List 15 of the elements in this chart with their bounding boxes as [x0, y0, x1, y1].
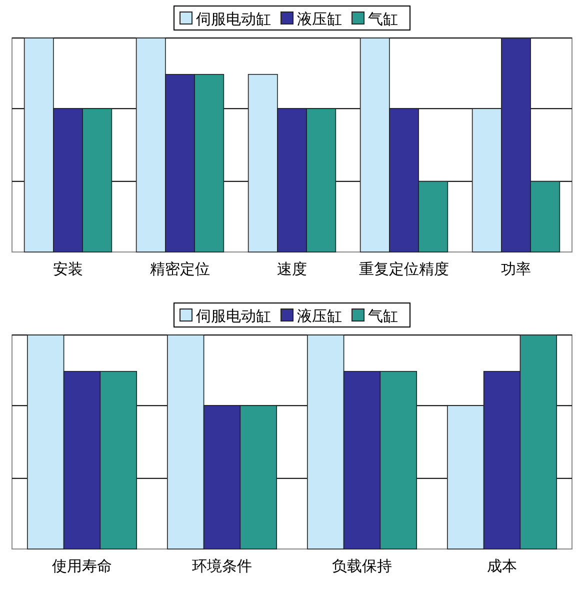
legend-label: 液压缸 [297, 307, 342, 325]
x-tick-label: 功率 [501, 260, 531, 278]
x-tick-label: 速度 [277, 260, 307, 278]
x-tick-label: 重复定位精度 [359, 260, 449, 278]
x-tick-label: 使用寿命 [52, 557, 112, 575]
x-tick-label: 负载保持 [332, 557, 392, 575]
legend-label: 气缸 [368, 307, 398, 325]
x-tick-label: 精密定位 [150, 260, 210, 278]
legend-label: 气缸 [368, 10, 398, 28]
x-tick-label: 成本 [487, 557, 517, 575]
legend-label: 伺服电动缸 [196, 10, 271, 28]
legend-label: 液压缸 [297, 10, 342, 28]
legend-label: 伺服电动缸 [196, 307, 271, 325]
x-tick-label: 环境条件 [192, 557, 252, 575]
x-tick-label: 安装 [53, 260, 83, 278]
